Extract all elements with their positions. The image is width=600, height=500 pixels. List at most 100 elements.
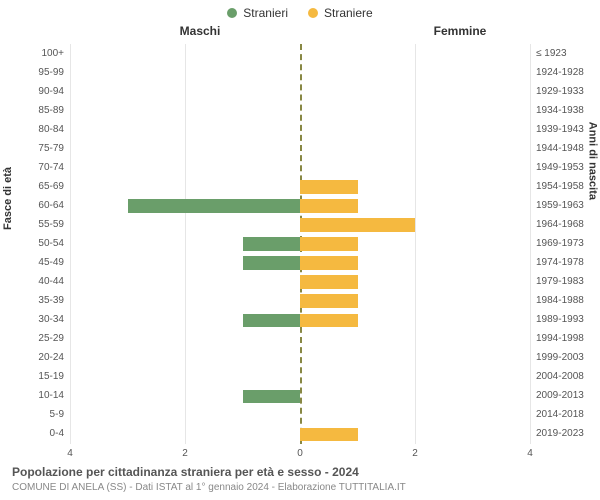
bar-row: [70, 425, 530, 444]
bar-female: [300, 314, 358, 327]
bar-female: [300, 275, 358, 288]
birth-label: 1979-1983: [536, 277, 586, 287]
bar-female: [300, 256, 358, 269]
x-tick: 0: [297, 448, 303, 459]
bar-female: [300, 428, 358, 441]
x-tick: 4: [67, 448, 73, 459]
chart-title: Popolazione per cittadinanza straniera p…: [12, 465, 588, 481]
bar-female: [300, 180, 358, 193]
birth-label: 1949-1953: [536, 163, 586, 173]
birth-label: 1934-1938: [536, 106, 586, 116]
bar-female: [300, 218, 415, 231]
birth-label: 1974-1978: [536, 258, 586, 268]
bar-row: [70, 44, 530, 63]
birth-label: 2004-2008: [536, 372, 586, 382]
birth-label: ≤ 1923: [536, 49, 586, 59]
column-title-female: Femmine: [330, 24, 590, 38]
age-label: 10-14: [14, 391, 64, 401]
x-tick: 2: [182, 448, 188, 459]
birth-label: 1954-1958: [536, 182, 586, 192]
column-title-male: Maschi: [0, 24, 330, 38]
bar-rows: [70, 44, 530, 444]
plot-area: [70, 44, 530, 444]
bar-male: [243, 256, 301, 269]
bar-row: [70, 368, 530, 387]
x-tick: 2: [412, 448, 418, 459]
y-axis-right-title: Anni di nascita: [586, 122, 598, 200]
column-titles: Maschi Femmine: [0, 24, 600, 38]
legend-item-female: Straniere: [308, 6, 373, 20]
birth-label: 1989-1993: [536, 315, 586, 325]
bar-row: [70, 406, 530, 425]
legend-label-female: Straniere: [324, 6, 373, 20]
bar-row: [70, 177, 530, 196]
age-label: 25-29: [14, 334, 64, 344]
age-label: 40-44: [14, 277, 64, 287]
age-label: 85-89: [14, 106, 64, 116]
age-label: 75-79: [14, 144, 64, 154]
birth-label: 2019-2023: [536, 429, 586, 439]
age-label: 90-94: [14, 87, 64, 97]
bar-row: [70, 120, 530, 139]
x-axis: 4 2 0 2 4: [70, 448, 530, 460]
bar-row: [70, 196, 530, 215]
bar-row: [70, 82, 530, 101]
birth-label: 1959-1963: [536, 201, 586, 211]
bar-male: [243, 314, 301, 327]
legend-swatch-female: [308, 8, 318, 18]
bar-female: [300, 199, 358, 212]
age-label: 35-39: [14, 296, 64, 306]
age-label: 80-84: [14, 125, 64, 135]
age-label: 55-59: [14, 220, 64, 230]
bar-row: [70, 139, 530, 158]
x-tick: 4: [527, 448, 533, 459]
age-label: 30-34: [14, 315, 64, 325]
birth-label: 1929-1933: [536, 87, 586, 97]
bar-female: [300, 237, 358, 250]
bar-row: [70, 254, 530, 273]
age-label: 20-24: [14, 353, 64, 363]
birth-label: 1969-1973: [536, 239, 586, 249]
bar-row: [70, 387, 530, 406]
bar-male: [128, 199, 301, 212]
birth-label: 1999-2003: [536, 353, 586, 363]
legend: Stranieri Straniere: [0, 0, 600, 20]
birth-label: 2014-2018: [536, 410, 586, 420]
legend-swatch-male: [227, 8, 237, 18]
age-label: 50-54: [14, 239, 64, 249]
birth-label: 1984-1988: [536, 296, 586, 306]
bar-male: [243, 237, 301, 250]
age-label: 60-64: [14, 201, 64, 211]
bar-male: [243, 390, 301, 403]
age-label: 45-49: [14, 258, 64, 268]
population-pyramid-chart: Stranieri Straniere Maschi Femmine Fasce…: [0, 0, 600, 500]
birth-label: 1924-1928: [536, 68, 586, 78]
birth-label: 1994-1998: [536, 334, 586, 344]
age-label: 100+: [14, 49, 64, 59]
age-label: 70-74: [14, 163, 64, 173]
age-label: 65-69: [14, 182, 64, 192]
y-axis-left-title: Fasce di età: [2, 167, 14, 230]
bar-row: [70, 158, 530, 177]
bar-row: [70, 101, 530, 120]
bar-female: [300, 294, 358, 307]
age-label: 15-19: [14, 372, 64, 382]
bar-row: [70, 330, 530, 349]
bar-row: [70, 234, 530, 253]
bar-row: [70, 311, 530, 330]
chart-subtitle: COMUNE DI ANELA (SS) - Dati ISTAT al 1° …: [12, 481, 588, 494]
birth-label: 2009-2013: [536, 391, 586, 401]
bar-row: [70, 273, 530, 292]
legend-label-male: Stranieri: [243, 6, 288, 20]
legend-item-male: Stranieri: [227, 6, 288, 20]
age-label: 95-99: [14, 68, 64, 78]
age-label: 0-4: [14, 429, 64, 439]
bar-row: [70, 63, 530, 82]
birth-label: 1964-1968: [536, 220, 586, 230]
bar-row: [70, 349, 530, 368]
bar-row: [70, 292, 530, 311]
birth-label: 1944-1948: [536, 144, 586, 154]
bar-row: [70, 215, 530, 234]
chart-footer: Popolazione per cittadinanza straniera p…: [12, 465, 588, 494]
birth-label: 1939-1943: [536, 125, 586, 135]
